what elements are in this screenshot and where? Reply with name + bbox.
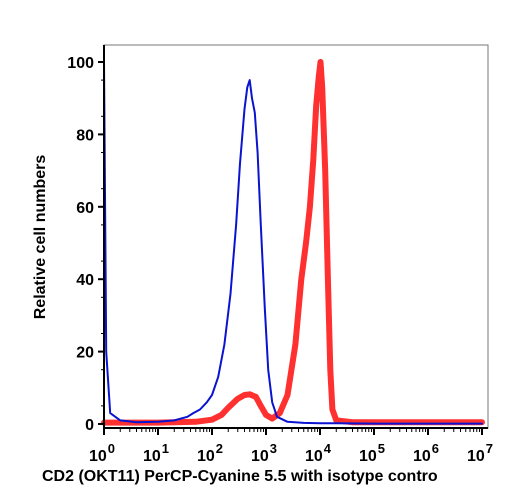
plot-area (103, 44, 489, 429)
y-tick-label: 100 (67, 55, 94, 72)
plot-frame (103, 44, 489, 429)
series-line-blue (103, 61, 483, 425)
y-tick-label: 80 (76, 127, 94, 144)
y-tick-label: 0 (85, 417, 94, 434)
y-tick-label: 20 (76, 345, 94, 362)
x-tick-label: 106 (413, 441, 439, 465)
x-tick-label: 102 (197, 441, 223, 465)
x-axis-title: CD2 (OKT11) PerCP-Cyanine 5.5 with isoty… (42, 468, 438, 485)
y-axis-title: Relative cell numbers (32, 155, 49, 320)
x-tick-label: 105 (359, 441, 385, 465)
series-line-red (101, 59, 485, 426)
axes (103, 45, 488, 429)
tick-group: 0 20 40 60 80 100 100 101 102 103 104 105 106 107 (67, 55, 493, 465)
series-group (101, 59, 485, 426)
x-tick-label: 103 (251, 441, 277, 465)
x-tick-label: 100 (89, 441, 115, 465)
x-tick-label: 101 (143, 441, 169, 465)
y-tick-label: 60 (76, 200, 94, 217)
y-tick-label: 40 (76, 272, 94, 289)
x-tick-label: 104 (305, 441, 332, 465)
x-tick-label: 107 (467, 441, 493, 465)
